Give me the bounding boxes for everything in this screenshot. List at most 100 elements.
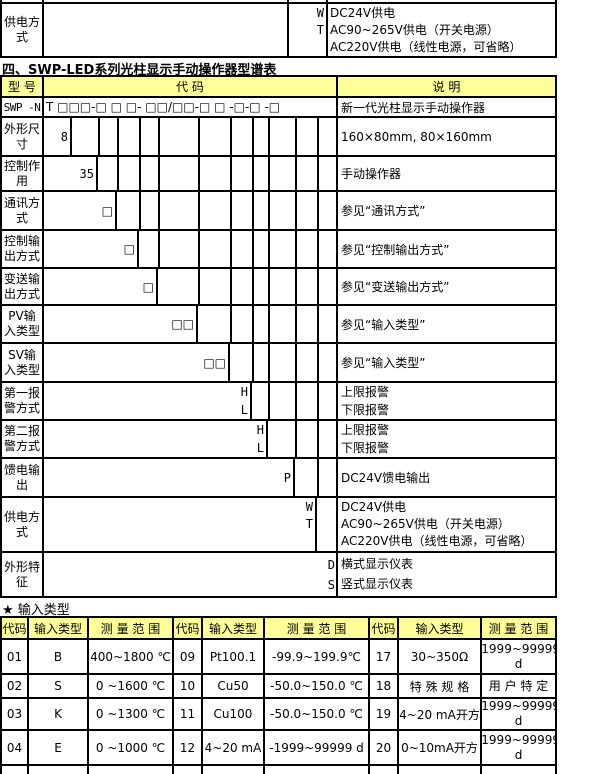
desc-cell: 参见“输入类型”	[341, 356, 426, 370]
header-code: 代 码	[44, 77, 338, 96]
desc-line: AC90~265V供电（开关电源）	[330, 22, 499, 37]
row-label: 控制输出方式	[3, 234, 40, 263]
header-cell: 代码	[370, 618, 399, 638]
header-cell: 输入类型	[29, 618, 89, 638]
row-label: 供电方式	[3, 509, 40, 539]
header-model: 型 号	[2, 77, 44, 96]
data-cell: -1999~99999 d	[482, 641, 555, 671]
data-cell: 4~20 mA	[203, 731, 265, 764]
data-cell: 10	[174, 675, 203, 697]
desc-cell: 参见“通讯方式”	[341, 204, 426, 218]
data-cell: E	[29, 731, 89, 764]
data-cell: -1999~99999 d	[265, 731, 370, 764]
border-stub	[42, 0, 44, 2]
spec-row-pv-input: PV输入类型 □□ 参见“输入类型”	[2, 306, 555, 344]
code-cell: □	[44, 231, 139, 267]
data-cell: 11	[174, 699, 203, 729]
data-cell: -50.0~150.0 ℃	[265, 699, 370, 729]
code-cell: □□	[44, 306, 198, 342]
model-row: SWP -N T □□□-□ □ □- □□/□□-□ □ -□-□ -□ 新一…	[2, 98, 555, 118]
spec-row-sv-input: SV输入类型 □□ 参见“输入类型”	[2, 344, 555, 383]
row-label: PV输入类型	[3, 309, 40, 338]
header-cell: 代码	[174, 618, 203, 638]
code-area: □	[44, 231, 338, 267]
desc-cell: 参见“控制输出方式”	[341, 242, 450, 257]
border-stub	[555, 0, 557, 2]
spec-row-size: 外形尺寸 8 160×80mm, 80×160mm	[2, 118, 555, 157]
spec-row-comm: 通讯方式 □ 参见“通讯方式”	[2, 192, 555, 231]
data-cell: 特 殊 规 格	[399, 675, 482, 697]
data-cell: 用 户 特 定	[488, 678, 549, 693]
model-code-string: T □□□-□ □ □- □□/□□-□ □ -□-□ -□	[46, 100, 281, 114]
input-row-01: 01 B 400~1800 ℃ 09 Pt100.1 -99.9~199.9℃ …	[2, 640, 555, 675]
code-cell: □	[44, 192, 117, 229]
code-cell: W T	[289, 4, 328, 56]
data-cell: 17	[370, 640, 399, 673]
header-cell: 测 量 范 围	[89, 618, 174, 638]
desc-cell: DC24V供电 AC90~265V供电（开关电源） AC220V供电（线性电源，…	[341, 500, 533, 548]
table-header-row: 型 号 代 码 说 明	[2, 77, 555, 98]
data-cell: -50.0~150.0 ℃	[265, 675, 370, 697]
row-label: 变送输出方式	[3, 271, 40, 301]
input-row-02: 02 S 0 ~1600 ℃ 10 Cu50 -50.0~150.0 ℃ 18 …	[2, 675, 555, 699]
input-row-clipped	[2, 766, 555, 774]
spec-row-ctrl-output: 控制输出方式 □ 参见“控制输出方式”	[2, 231, 555, 269]
section-title-spectrum: 四、SWP-LED系列光柱显示手动操作器型谱表	[2, 63, 277, 78]
code-cell: 8	[44, 118, 72, 155]
header-cell: 输入类型	[203, 618, 265, 638]
header-desc: 说 明	[338, 77, 555, 96]
model-name: SWP -N	[2, 98, 44, 116]
border-stub	[287, 0, 289, 2]
desc-cell: 160×80mm, 80×160mm	[341, 129, 492, 144]
desc-cell: 手动操作器	[341, 167, 402, 181]
model-spectrum-table: 型 号 代 码 说 明 SWP -N T □□□-□ □ □- □□/□□-□ …	[0, 75, 557, 598]
data-cell: 4~20 mA开方	[399, 699, 482, 729]
row-label: 供电方式	[2, 4, 44, 56]
power-mode-table: 供电方式 W T DC24V供电 AC90~265V供电（开关电源） AC220…	[0, 2, 557, 58]
code-cell: □	[44, 269, 158, 304]
data-cell: 20	[370, 731, 399, 764]
border-stub	[326, 0, 328, 2]
desc-cell: 横式显示仪表 竖式显示仪表	[341, 557, 414, 591]
code-cell: 35	[44, 157, 98, 190]
desc-line: AC220V供电（线性电源，可省略）	[330, 39, 522, 54]
data-cell: 18	[370, 675, 399, 697]
data-cell: Pt100.1	[203, 640, 265, 673]
data-cell: 0 ~1300 ℃	[89, 699, 174, 729]
desc-cell: 参见“变送输出方式”	[341, 280, 450, 294]
row-label: 第一报警方式	[3, 386, 40, 415]
code-cell: □□	[44, 344, 230, 381]
data-cell: S	[29, 675, 89, 697]
border-stub	[0, 0, 2, 2]
data-cell: 09	[174, 640, 203, 673]
data-cell: 400~1800 ℃	[89, 640, 174, 673]
row-label: 外形特征	[3, 559, 40, 589]
code-area: 8	[44, 118, 338, 155]
data-cell: 0 ~1000 ℃	[89, 731, 174, 764]
data-cell: 04	[2, 731, 29, 764]
data-cell: 03	[2, 699, 29, 729]
data-cell: 30~350Ω	[399, 640, 482, 673]
desc-line: DC24V供电	[330, 5, 396, 20]
desc-cell: 上限报警 下限报警	[341, 385, 390, 417]
input-type-table: 代码 输入类型 测 量 范 围 代码 输入类型 测 量 范 围 代码 输入类型 …	[0, 616, 557, 774]
code-area: □□	[44, 306, 338, 342]
spec-row-transmit-output: 变送输出方式 □ 参见“变送输出方式”	[2, 269, 555, 306]
data-cell: -99.9~199.9℃	[265, 640, 370, 673]
row-label: 通讯方式	[3, 195, 40, 225]
desc-cell: DC24V馈电输出	[341, 471, 431, 485]
header-cell: 输入类型	[399, 618, 482, 638]
data-cell: Cu50	[203, 675, 265, 697]
data-cell: -1999~99999 d	[482, 699, 555, 728]
code-area: □□	[44, 344, 338, 381]
